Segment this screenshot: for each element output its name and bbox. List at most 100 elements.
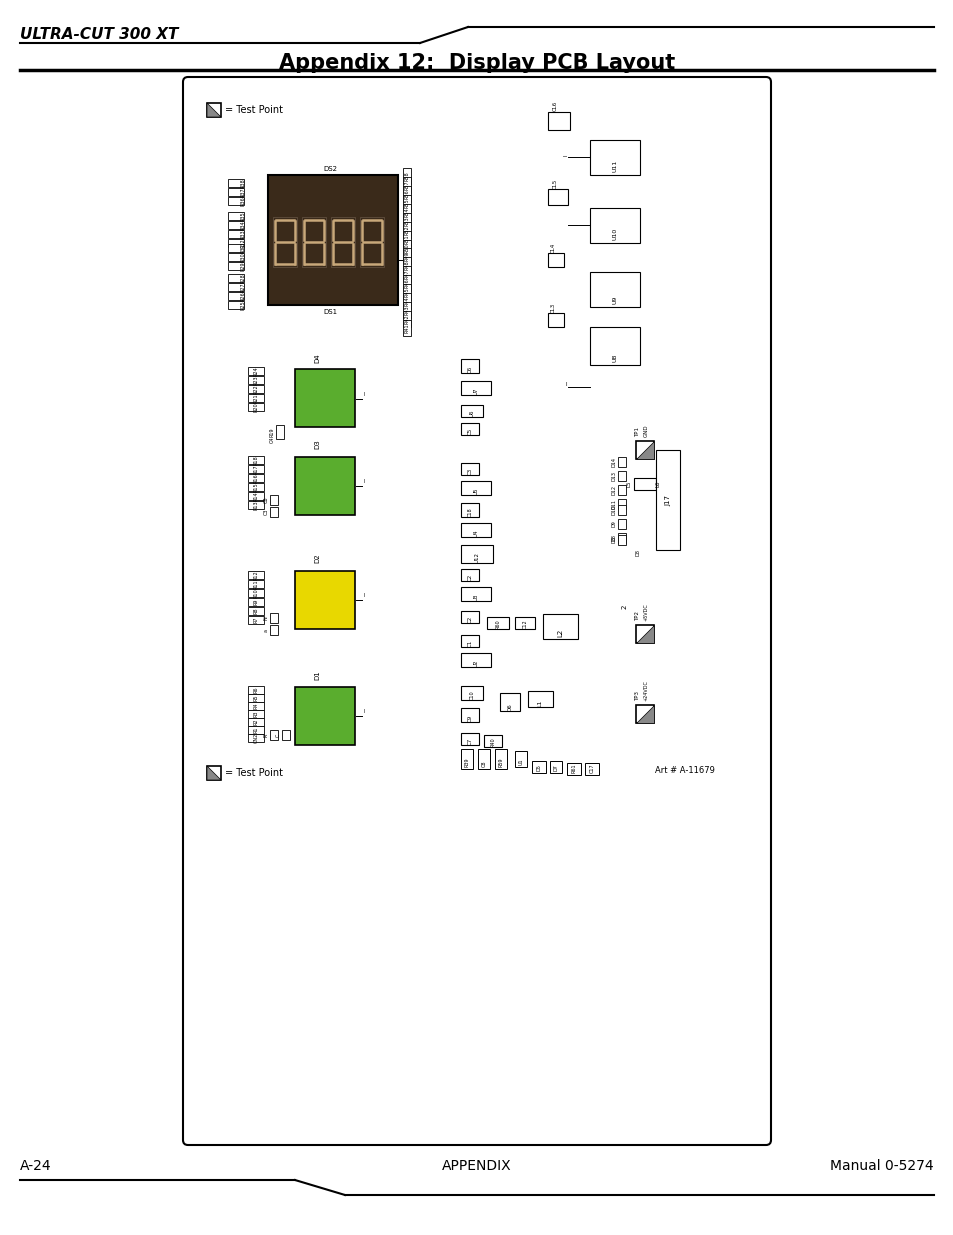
Text: R58: R58 (404, 172, 409, 180)
Text: D8: D8 (635, 550, 639, 557)
Text: R20: R20 (253, 403, 258, 411)
Bar (248, 694, 264, 701)
Text: TP1: TP1 (635, 427, 639, 437)
Bar (656, 450, 679, 550)
Text: A-24: A-24 (20, 1158, 51, 1173)
Bar (618, 457, 625, 467)
Bar (228, 245, 244, 252)
Bar (275, 425, 284, 438)
Bar (228, 240, 244, 247)
Text: C7: C7 (467, 737, 472, 745)
Text: R23: R23 (253, 375, 258, 385)
Bar (589, 327, 639, 366)
Text: TP3: TP3 (635, 692, 639, 701)
Polygon shape (636, 441, 654, 459)
Bar (515, 751, 526, 767)
Text: D8: D8 (611, 535, 616, 541)
Polygon shape (636, 705, 654, 722)
Text: R10: R10 (253, 588, 258, 598)
Bar (294, 571, 355, 629)
Bar (618, 505, 625, 515)
Bar (228, 291, 244, 300)
Text: D5: D5 (536, 764, 541, 771)
Polygon shape (636, 625, 654, 643)
Bar (499, 693, 519, 711)
Text: R43: R43 (404, 305, 409, 315)
Bar (460, 405, 482, 417)
Text: R42: R42 (404, 314, 409, 324)
Bar (618, 519, 625, 529)
Bar (248, 492, 264, 500)
Text: R21: R21 (253, 393, 258, 403)
Text: C: C (275, 734, 280, 737)
Text: R6: R6 (253, 687, 258, 693)
Text: R8: R8 (253, 608, 258, 614)
Text: I: I (563, 154, 568, 156)
Bar (634, 478, 656, 490)
Bar (248, 726, 264, 734)
Bar (402, 284, 411, 300)
Bar (402, 186, 411, 203)
Bar (460, 545, 493, 563)
Text: D7: D7 (553, 764, 558, 771)
Bar (589, 207, 639, 243)
Bar (248, 734, 264, 742)
Text: D12: D12 (611, 485, 616, 495)
Text: I: I (564, 383, 566, 388)
Text: I: I (364, 479, 365, 484)
Text: = Test Point: = Test Point (225, 768, 283, 778)
Text: R22: R22 (253, 384, 258, 394)
Text: Appendix 12:  Display PCB Layout: Appendix 12: Display PCB Layout (278, 53, 675, 73)
Text: R55: R55 (404, 198, 409, 207)
Bar (460, 569, 478, 580)
Bar (248, 685, 264, 694)
Text: R9: R9 (253, 599, 258, 605)
Bar (248, 394, 264, 403)
Text: D14: D14 (611, 457, 616, 467)
Text: CL6: CL6 (552, 101, 557, 111)
Bar (228, 262, 244, 270)
Text: C3: C3 (263, 509, 268, 515)
Bar (248, 718, 264, 726)
Text: 2: 2 (621, 605, 627, 609)
Text: U4: U4 (473, 530, 478, 537)
FancyBboxPatch shape (183, 77, 770, 1145)
Bar (402, 222, 411, 238)
Text: N: N (263, 616, 268, 620)
Bar (248, 701, 264, 710)
Text: C12: C12 (522, 620, 527, 629)
Text: R57: R57 (404, 180, 409, 190)
Text: R33: R33 (240, 230, 245, 238)
Text: I: I (364, 391, 365, 396)
Bar (547, 112, 569, 130)
Text: CL4: CL4 (550, 243, 555, 253)
Text: U10: U10 (612, 227, 617, 240)
Bar (228, 283, 244, 291)
Text: R32: R32 (240, 238, 245, 248)
Polygon shape (207, 103, 221, 117)
Text: U8: U8 (612, 353, 617, 362)
Bar (273, 217, 296, 267)
Bar (460, 708, 478, 722)
Text: R7: R7 (253, 616, 258, 624)
Bar (547, 189, 567, 205)
Bar (584, 763, 598, 776)
Bar (460, 748, 473, 769)
Text: I: I (364, 709, 365, 714)
Text: R61: R61 (571, 763, 576, 773)
Bar (270, 625, 277, 635)
Text: R17: R17 (253, 464, 258, 474)
Text: = Test Point: = Test Point (225, 105, 283, 115)
Polygon shape (207, 766, 221, 781)
Bar (618, 485, 625, 495)
Text: U1: U1 (518, 758, 523, 764)
Text: R1: R1 (253, 726, 258, 734)
Text: R13: R13 (253, 500, 258, 510)
Bar (248, 367, 264, 375)
Text: R45: R45 (404, 288, 409, 296)
Bar (248, 580, 264, 588)
Text: R34: R34 (240, 220, 245, 230)
Text: C2: C2 (467, 574, 472, 580)
Bar (248, 571, 264, 579)
Bar (402, 168, 411, 184)
